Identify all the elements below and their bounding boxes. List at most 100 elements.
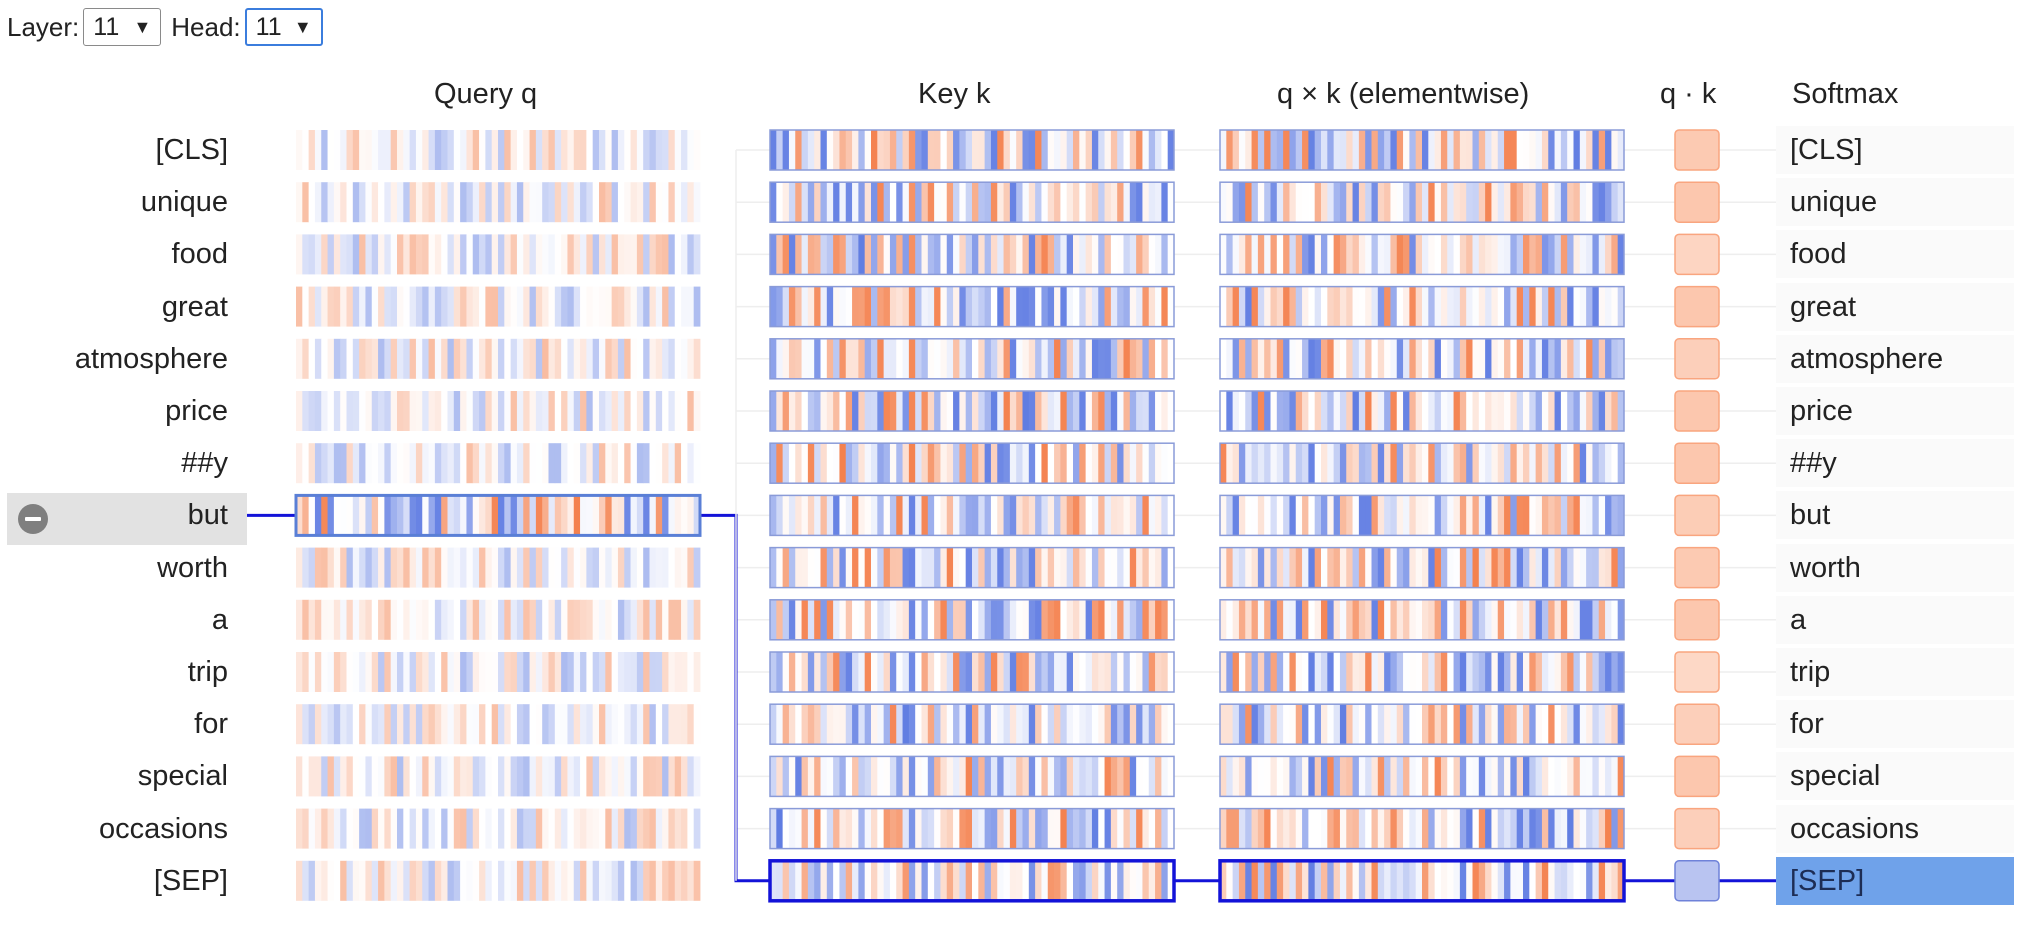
vector-cell [479, 808, 486, 849]
query-token[interactable]: great [0, 288, 228, 326]
query-token[interactable]: [SEP] [0, 862, 228, 900]
vector-cell [877, 495, 885, 536]
vector-cell [1283, 652, 1290, 692]
vector-cell [1529, 495, 1537, 536]
vector-cell [1466, 860, 1473, 901]
vector-cell [1016, 286, 1023, 327]
query-token[interactable]: special [0, 757, 228, 795]
softmax-token[interactable]: occasions [1776, 804, 2014, 853]
vector-cell [1390, 860, 1398, 901]
query-vector [296, 860, 701, 901]
vector-cell [820, 443, 828, 484]
product-vector [1219, 338, 1625, 380]
softmax-token[interactable]: special [1776, 752, 2014, 801]
vector-cell [1352, 599, 1360, 640]
vector-cell [776, 443, 784, 484]
query-token[interactable]: ##y [0, 444, 228, 482]
vector-cell [788, 443, 796, 484]
vector-cell [529, 860, 537, 901]
head-select[interactable]: 11 ▼ [244, 8, 323, 46]
vector-cell [1167, 286, 1175, 327]
vector-cell [668, 599, 676, 640]
softmax-token[interactable]: for [1776, 700, 2014, 749]
query-token[interactable]: for [0, 705, 228, 743]
vector-cell [687, 338, 695, 379]
query-token[interactable]: worth [0, 549, 228, 587]
vector-cell [422, 599, 429, 640]
softmax-token[interactable]: ##y [1776, 439, 2014, 488]
softmax-token[interactable]: trip [1776, 648, 2014, 696]
vector-cell [1276, 443, 1284, 484]
vector-cell [1264, 860, 1271, 901]
vector-cell [542, 652, 549, 692]
key-vector [769, 233, 1175, 276]
vector-cell [371, 182, 379, 223]
minus-circle-icon[interactable] [18, 504, 48, 534]
softmax-token[interactable]: but [1776, 491, 2014, 540]
query-token[interactable]: a [0, 601, 228, 639]
vector-cell [1485, 495, 1492, 536]
vector-cell [1535, 130, 1543, 170]
query-token-selected[interactable]: but [0, 496, 228, 534]
vector-cell [972, 182, 979, 223]
softmax-token[interactable]: atmosphere [1776, 334, 2014, 383]
query-token[interactable]: trip [0, 653, 228, 691]
vector-cell [1028, 443, 1036, 484]
vector-cell [390, 286, 398, 327]
query-token[interactable]: unique [0, 183, 228, 221]
vector-cell [1409, 599, 1417, 640]
vector-border [1219, 181, 1625, 223]
softmax-token-active[interactable]: [SEP] [1776, 856, 2014, 905]
vector-cell [681, 338, 688, 379]
layer-select[interactable]: 11 ▼ [83, 8, 162, 46]
dot-header: q · k [1660, 78, 1717, 110]
vector-cell [472, 652, 480, 692]
softmax-token[interactable]: worth [1776, 543, 2014, 592]
query-token[interactable]: occasions [0, 810, 228, 848]
vector-cell [422, 182, 429, 223]
query-token[interactable]: price [0, 392, 228, 430]
vector-cell [1054, 860, 1061, 901]
vector-cell [871, 391, 878, 431]
vector-cell [441, 130, 448, 170]
vector-cell [1567, 234, 1574, 275]
vector-cell [1302, 547, 1309, 588]
vector-cell [1478, 808, 1486, 849]
softmax-token[interactable]: great [1776, 282, 2014, 331]
softmax-token[interactable]: [CLS] [1776, 126, 2014, 174]
vector-cell [1028, 547, 1036, 588]
vector-cell [296, 391, 303, 431]
softmax-token[interactable]: unique [1776, 178, 2014, 227]
vector-cell [959, 495, 967, 536]
vector-cell [1403, 130, 1410, 170]
query-token[interactable]: atmosphere [0, 340, 228, 378]
vector-cell [390, 338, 398, 379]
softmax-token[interactable]: a [1776, 595, 2014, 644]
vector-cell [340, 234, 347, 275]
vector-cell [1054, 808, 1061, 849]
vector-cell [624, 547, 631, 588]
query-token[interactable]: [CLS] [0, 131, 228, 169]
vector-cell [580, 860, 587, 901]
vector-cell [605, 599, 613, 640]
vector-cell [1440, 234, 1448, 275]
vector-cell [934, 130, 941, 170]
vector-cell [409, 182, 417, 223]
vector-cell [1308, 704, 1316, 745]
vector-cell [1611, 495, 1619, 536]
vector-cell [390, 704, 398, 745]
vector-cell [1352, 652, 1360, 692]
query-token[interactable]: food [0, 235, 228, 273]
softmax-token[interactable]: price [1776, 387, 2014, 435]
vector-cell [801, 391, 809, 431]
vector-cell [428, 547, 436, 588]
vector-cell [1270, 652, 1278, 692]
vector-cell [1523, 704, 1530, 745]
vector-cell [946, 547, 954, 588]
softmax-token[interactable]: food [1776, 230, 2014, 279]
vector-cell [902, 599, 910, 640]
vector-cell [858, 756, 866, 797]
vector-cell [567, 808, 575, 849]
vector-cell [1283, 234, 1290, 275]
vector-cell [833, 860, 840, 901]
